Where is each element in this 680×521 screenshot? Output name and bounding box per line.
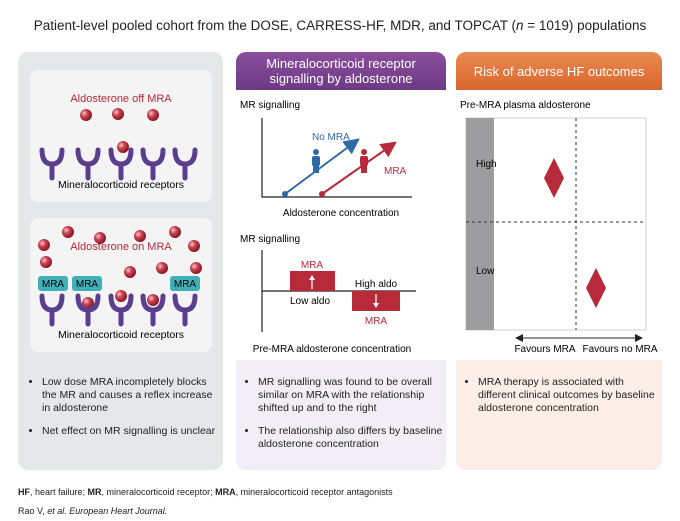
panel-header-text: Risk of adverse HF outcomes <box>473 63 645 79</box>
arrow-label: Favours MRA <box>514 344 575 355</box>
citation-journal: et al. European Heart Journal. <box>47 506 168 516</box>
citation-authors: Rao V, <box>18 506 48 516</box>
aldosterone <box>147 109 159 121</box>
aldosterone <box>134 230 146 242</box>
abbr-text: , mineralocorticoid receptor antagonists <box>235 487 393 497</box>
panel-header: Mineralocorticoid receptor signalling by… <box>236 52 446 90</box>
bar-caption: Low aldo <box>290 296 330 307</box>
panel-1-art: Aldosterone off MRA Mineralocorticoid re… <box>30 70 212 352</box>
x-label: Aldosterone concentration <box>283 208 399 219</box>
aldosterone <box>62 226 74 238</box>
aldosterone <box>94 232 106 244</box>
box-label: Aldosterone on MRA <box>70 241 172 253</box>
title: Patient-level pooled cohort from the DOS… <box>0 18 680 33</box>
bullet: The relationship also differs by baselin… <box>258 425 450 451</box>
diamond <box>586 268 606 308</box>
receptor <box>172 147 198 181</box>
chart-area <box>236 90 446 360</box>
bullet: Net effect on MR signalling is unclear <box>42 425 222 438</box>
bar-label: MRA <box>365 316 388 327</box>
abbr-text: , heart failure; <box>30 487 88 497</box>
drug-tag-label: MRA <box>174 279 197 290</box>
panel-2-art: MR signalling No MRA MRA Aldosterone con… <box>236 90 446 360</box>
person-icon <box>312 149 320 173</box>
aldosterone <box>38 239 50 251</box>
panel-header: Risk of adverse HF outcomes <box>456 52 662 90</box>
row-label: Low <box>476 266 495 277</box>
drug-tag <box>170 276 200 291</box>
abbr-term: MR <box>87 487 102 497</box>
receptor <box>108 147 134 181</box>
bullet: Low dose MRA incompletely blocks the MR … <box>42 376 222 415</box>
arrow-label: Favours no MRA <box>582 344 657 355</box>
abbr-text: , mineralocorticoid receptor; <box>101 487 216 497</box>
line-label: No MRA <box>312 132 350 143</box>
aldosterone <box>156 262 168 274</box>
arrow-head <box>373 303 379 308</box>
line <box>321 141 397 195</box>
axis-band <box>466 118 494 330</box>
line-label: MRA <box>384 166 407 177</box>
abbr-term: HF <box>18 487 30 497</box>
bullet: MRA therapy is associated with different… <box>478 376 664 415</box>
drug-tag-label: MRA <box>76 279 99 290</box>
line <box>284 138 360 195</box>
panel-3-art: Pre-MRA plasma aldosterone High Low Favo… <box>456 90 662 360</box>
citation: Rao V, et al. European Heart Journal. <box>18 506 167 516</box>
plot-box <box>465 117 647 331</box>
bar-label: MRA <box>301 260 324 271</box>
receptor <box>39 293 65 327</box>
receptor <box>39 147 65 181</box>
box <box>30 218 212 352</box>
axis <box>261 118 412 198</box>
diamond <box>544 158 564 198</box>
y-label: MR signalling <box>240 234 300 245</box>
box-label: Aldosterone off MRA <box>70 93 172 105</box>
aldosterone <box>169 226 181 238</box>
title-text: Patient-level pooled cohort from the DOS… <box>33 18 516 33</box>
aldosterone <box>147 294 159 306</box>
receptor <box>75 147 101 181</box>
receptor <box>172 293 198 327</box>
bullet-list: Low dose MRA incompletely blocks the MR … <box>30 376 222 448</box>
abbr-term: MRA <box>215 487 236 497</box>
aldosterone <box>112 108 124 120</box>
y-label: MR signalling <box>240 100 300 111</box>
receptor-label: Mineralocorticoid receptors <box>58 179 184 191</box>
aldosterone <box>40 256 52 268</box>
receptor <box>75 293 101 327</box>
aldosterone <box>124 266 136 278</box>
title-text: = 1019) populations <box>523 18 647 33</box>
aldosterone <box>190 262 202 274</box>
aldosterone <box>117 141 129 153</box>
receptor-label: Mineralocorticoid receptors <box>58 329 184 341</box>
receptor <box>108 293 134 327</box>
bar-caption: High aldo <box>355 279 398 290</box>
y-label: Pre-MRA plasma aldosterone <box>460 100 591 111</box>
panel-header-text: Mineralocorticoid receptor signalling by… <box>266 56 416 86</box>
bullet-list: MR signalling was found to be overall si… <box>246 376 450 461</box>
drug-tag-label: MRA <box>42 279 65 290</box>
aldosterone <box>82 297 94 309</box>
bullet: MR signalling was found to be overall si… <box>258 376 450 415</box>
arrow-head <box>309 275 315 280</box>
receptor <box>140 293 166 327</box>
aldosterone <box>80 109 92 121</box>
drug-tag <box>72 276 102 291</box>
aldosterone <box>115 290 127 302</box>
bullet-list: MRA therapy is associated with different… <box>466 376 664 425</box>
receptor <box>140 147 166 181</box>
person-icon <box>360 149 368 173</box>
row-label: High <box>476 159 497 170</box>
drug-tag <box>38 276 68 291</box>
abbreviations: HF, heart failure; MR, mineralocorticoid… <box>18 487 393 497</box>
aldosterone <box>188 240 200 252</box>
x-label: Pre-MRA aldosterone concentration <box>253 344 411 355</box>
title-italic: n <box>515 18 524 33</box>
box <box>30 70 212 202</box>
